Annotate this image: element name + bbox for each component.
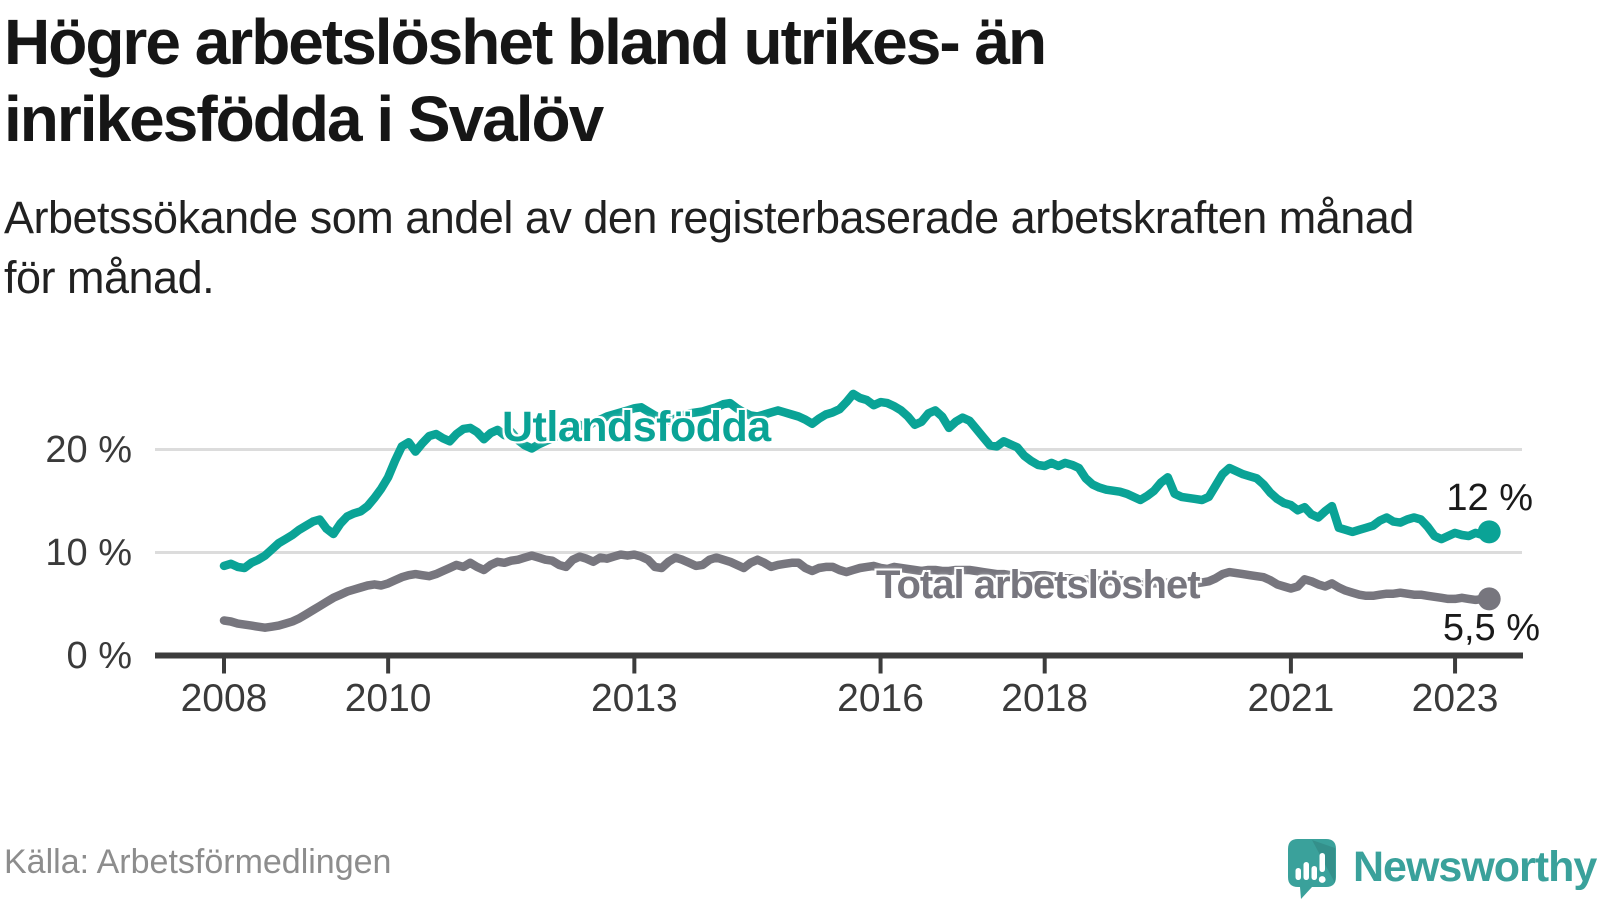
y-axis-label: 10 % [45,531,132,574]
x-axis-label: 2023 [1411,677,1499,720]
source-attribution: Källa: Arbetsförmedlingen [4,843,392,881]
x-axis-label: 2016 [837,677,924,720]
page-title-line1: Högre arbetslöshet bland utrikes- än [4,6,1047,78]
page-title: Högre arbetslöshet bland utrikes- än inr… [4,4,1564,158]
x-axis-label: 2010 [344,677,432,720]
y-axis-label: 0 % [66,634,132,677]
series-end-dot-1 [1477,587,1501,611]
x-axis-label: 2021 [1247,677,1335,720]
chart-subtitle-line1: Arbetssökande som andel av den registerb… [4,192,1414,243]
x-axis-label: 2008 [180,677,268,720]
x-axis-label: 2013 [590,677,678,720]
chart-subtitle: Arbetssökande som andel av den registerb… [4,188,1564,308]
page-title-line2: inrikesfödda i Svalöv [4,83,604,155]
newsworthy-logo-text: Newsworthy [1353,842,1597,891]
newsworthy-logo: Newsworthy [1288,838,1597,900]
end-value-total: 5,5 % [1442,607,1540,649]
series-line-0 [219,389,1494,573]
series-line-1 [219,550,1494,632]
series-label-total-arbetsloshet: Total arbetslöshet [876,563,1201,607]
chart-subtitle-line2: för månad. [4,252,215,303]
newsworthy-bubble-chart-icon [1288,838,1336,899]
end-value-utlandsfodda: 12 % [1446,477,1533,519]
x-axis-label: 2018 [1001,677,1089,720]
series-end-dot-0 [1477,520,1501,544]
series-label-utlandsfodda: Utlandsfödda [502,403,771,451]
y-axis-label: 20 % [45,428,132,471]
